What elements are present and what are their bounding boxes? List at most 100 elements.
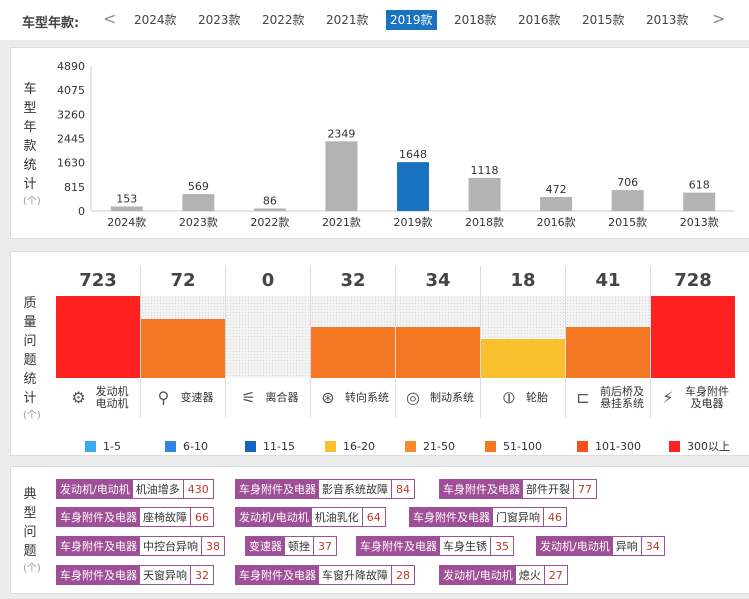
year-tab-2018[interactable]: 2018款	[454, 13, 497, 27]
quality-cell-3[interactable]: 32 ⊛ 转向系统	[311, 266, 396, 418]
quality-count: 41	[595, 270, 621, 291]
y-tick-label: 3260	[57, 108, 85, 121]
quality-category-label: 车身附件 及电器	[685, 385, 729, 410]
next-arrow[interactable]: >	[712, 9, 726, 28]
quality-count: 723	[79, 270, 117, 291]
quality-count: 18	[510, 270, 536, 291]
legend-swatch	[669, 440, 680, 452]
bar-2019款	[397, 162, 429, 211]
problem-tag[interactable]: 变速器 顿挫 37	[245, 536, 337, 556]
year-stats-title-text: 车型年款统计	[23, 82, 37, 192]
quality-stats-title: 质量问题统计 (个)	[23, 294, 41, 424]
problem-tag[interactable]: 车身附件及电器 座椅故障 66	[56, 507, 214, 527]
quality-cell-2[interactable]: 0 ⚟ 离合器	[226, 266, 311, 418]
quality-count: 0	[261, 270, 275, 291]
problem-name: 异响	[612, 537, 641, 555]
legend-label: 16-20	[343, 439, 375, 453]
quality-cell-7[interactable]: 728 ⚡ 车身附件 及电器	[651, 266, 735, 418]
problem-category: 车身附件及电器	[357, 537, 440, 555]
bar-value-label: 618	[689, 179, 710, 192]
problem-category: 发动机/电动机	[537, 537, 613, 555]
legend-label: 1-5	[103, 439, 121, 453]
suspension-icon: ⊏	[576, 388, 590, 407]
year-tab-2023[interactable]: 2023款	[198, 13, 241, 27]
bar-value-label: 569	[188, 180, 209, 193]
problem-tag[interactable]: 车身附件及电器 中控台异响 38	[56, 536, 225, 556]
bar-2023款	[182, 194, 215, 211]
quality-level-bar	[141, 318, 225, 378]
problem-count: 46	[543, 508, 566, 526]
year-tab-2019[interactable]: 2019款	[386, 10, 437, 30]
year-stats-unit: (个)	[23, 196, 41, 207]
gearshift-icon: ⚲	[157, 388, 170, 407]
legend-swatch	[325, 440, 336, 452]
quality-category: ⚟ 离合器	[226, 378, 310, 418]
quality-cell-1[interactable]: 72 ⚲ 变速器	[141, 266, 226, 418]
quality-stats-title-text: 质量问题统计	[23, 296, 37, 406]
quality-cell-6[interactable]: 41 ⊏ 前后桥及 悬挂系统	[566, 266, 651, 418]
quality-level-bar	[396, 327, 480, 378]
quality-count: 728	[674, 270, 712, 291]
problem-tag[interactable]: 车身附件及电器 天窗异响 32	[56, 565, 214, 585]
x-tick-label: 2022款	[250, 215, 289, 229]
y-tick-label: 1630	[57, 157, 85, 170]
quality-category-label: 制动系统	[430, 391, 474, 404]
quality-cell-4[interactable]: 34 ◎ 制动系统	[396, 266, 481, 418]
problem-tag[interactable]: 发动机/电动机 熄火 27	[439, 565, 568, 585]
legend-item: 300以上	[669, 438, 749, 454]
year-tab-2021[interactable]: 2021款	[326, 13, 369, 27]
x-tick-label: 2023款	[179, 215, 218, 229]
legend-item: 11-15	[245, 438, 325, 454]
year-tab-2015[interactable]: 2015款	[582, 13, 625, 27]
x-tick-label: 2013款	[680, 215, 719, 229]
year-nav-label: 车型年款:	[22, 16, 80, 31]
typical-problems-title: 典型问题 (个)	[23, 485, 41, 577]
problem-name: 车身生锈	[440, 537, 490, 555]
year-tab-2022[interactable]: 2022款	[262, 13, 305, 27]
problem-tag[interactable]: 车身附件及电器 部件开裂 77	[439, 479, 597, 499]
problem-tag[interactable]: 发动机/电动机 异响 34	[536, 536, 665, 556]
quality-count: 32	[340, 270, 366, 291]
year-tab-2013[interactable]: 2013款	[646, 13, 689, 27]
problem-category: 车身附件及电器	[57, 508, 140, 526]
quality-cell-5[interactable]: 18 ⦶ 轮胎	[481, 266, 566, 418]
problem-tag[interactable]: 发动机/电动机 机油增多 430	[56, 479, 214, 499]
problem-name: 影音系统故障	[319, 480, 391, 498]
quality-level-area	[56, 296, 140, 378]
bar-value-label: 153	[116, 192, 137, 205]
quality-cell-0[interactable]: 723 ⚙ 发动机 电动机	[56, 266, 141, 418]
quality-category: ◎ 制动系统	[396, 378, 480, 418]
problem-tag[interactable]: 车身附件及电器 影音系统故障 84	[235, 479, 415, 499]
problem-tag[interactable]: 车身附件及电器 车窗升降故障 28	[235, 565, 415, 585]
typical-problems-unit: (个)	[23, 563, 41, 574]
bar-value-label: 1118	[471, 164, 499, 177]
y-tick-label: 0	[78, 205, 85, 218]
legend-label: 101-300	[595, 439, 641, 453]
legend-item: 1-5	[85, 438, 165, 454]
legend-swatch	[577, 440, 588, 452]
problem-count: 32	[190, 566, 213, 584]
year-tab-2016[interactable]: 2016款	[518, 13, 561, 27]
problem-name: 门窗异响	[493, 508, 543, 526]
legend-label: 51-100	[503, 439, 542, 453]
problem-category: 车身附件及电器	[236, 480, 319, 498]
quality-category-label: 前后桥及 悬挂系统	[600, 385, 644, 410]
problem-name: 顿挫	[285, 537, 313, 555]
quality-category-label: 变速器	[180, 391, 214, 404]
year-tab-2024[interactable]: 2024款	[134, 13, 177, 27]
quality-category-label: 转向系统	[345, 391, 389, 404]
bar-2016款	[540, 197, 573, 211]
problem-name: 机油乳化	[311, 508, 362, 526]
legend-label: 11-15	[263, 439, 295, 453]
problem-tag[interactable]: 车身附件及电器 车身生锈 35	[356, 536, 514, 556]
problem-count: 77	[573, 480, 596, 498]
prev-arrow[interactable]: <	[103, 9, 117, 28]
typical-problems-panel: 典型问题 (个) 发动机/电动机 机油增多 430 车身附件及电器 影音系统故障 84 车身…	[10, 466, 749, 594]
x-tick-label: 2015款	[608, 215, 647, 229]
steering-wheel-icon: ⊛	[321, 388, 335, 407]
problem-tag[interactable]: 发动机/电动机 机油乳化 64	[235, 507, 386, 527]
problem-category: 发动机/电动机	[236, 508, 312, 526]
quality-level-area	[226, 296, 310, 378]
problem-tag[interactable]: 车身附件及电器 门窗异响 46	[409, 507, 567, 527]
year-bar-chart: 0 815 1630 2445 3260 4075 4890 153 2024款 569 2023款…	[57, 60, 735, 229]
